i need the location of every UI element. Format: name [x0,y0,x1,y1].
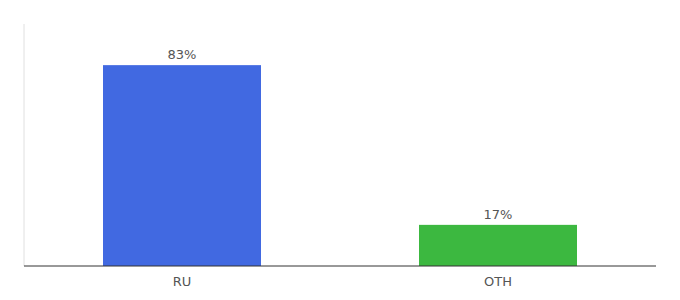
texts: 83% RU 17% OTH [168,47,513,289]
data-label: 17% [484,207,513,222]
chart-container: 83% RU 17% OTH [0,0,680,300]
x-tick-label: OTH [484,274,512,289]
x-axis-line [24,266,656,267]
y-range-line [24,24,25,266]
bars [103,65,577,266]
chart-svg: 83% RU 17% OTH [0,0,680,300]
x-tick-label: RU [173,274,192,289]
bar [103,65,261,266]
data-label: 83% [168,47,197,62]
bar [419,225,577,266]
